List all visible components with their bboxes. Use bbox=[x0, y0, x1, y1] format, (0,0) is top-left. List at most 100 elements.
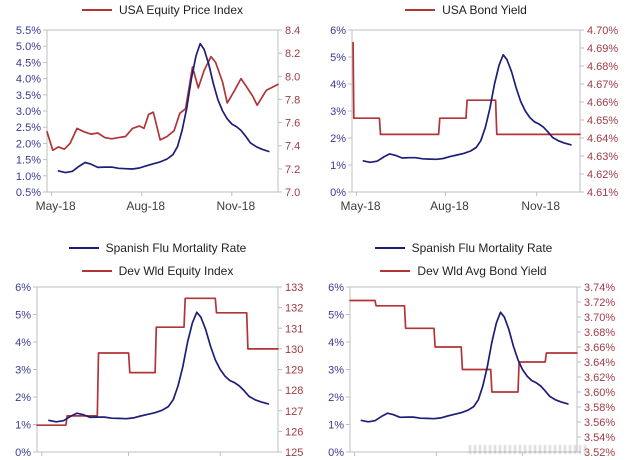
mortality-legend-swatch bbox=[374, 247, 405, 249]
right-axis-tick-label: 4.66% bbox=[587, 97, 618, 109]
indicator-legend-swatch bbox=[380, 270, 411, 272]
left-axis-tick-label: 2% bbox=[328, 392, 344, 404]
left-axis-tick-label: 4% bbox=[15, 337, 31, 349]
legend-item-mortality: Spanish Flu Mortality Rate bbox=[335, 240, 592, 256]
spanish-flu-mortality-line bbox=[360, 311, 569, 423]
right-axis-tick-label: 128 bbox=[285, 385, 303, 397]
spanish-flu-mortality-line bbox=[57, 42, 270, 174]
dev-wld-bond-yield-indicator-line bbox=[349, 299, 578, 393]
right-axis-tick-label: 4.67% bbox=[587, 79, 618, 91]
right-axis-tick-label: 8.2 bbox=[285, 48, 300, 60]
right-axis-tick-label: 3.72% bbox=[584, 297, 615, 309]
right-axis-tick-label: 126 bbox=[285, 426, 303, 438]
left-axis-tick-label: 1.0% bbox=[16, 171, 41, 183]
right-axis-tick-label: 130 bbox=[285, 344, 303, 356]
left-axis-tick-label: 2% bbox=[330, 133, 346, 145]
right-axis-tick-label: 7.2 bbox=[285, 164, 300, 176]
x-axis-tick-label: May-18 bbox=[341, 199, 381, 213]
legend-label: Spanish Flu Mortality Rate bbox=[411, 241, 553, 255]
chart-usa-equity: USA Equity Price Index 5.5% 5.0% 4.5% 4.0% 3.… bbox=[0, 0, 314, 230]
left-axis-tick-label: 6% bbox=[15, 282, 31, 294]
right-axis-tick-label: 3.54% bbox=[584, 432, 615, 444]
left-axis-tick-label: 3% bbox=[15, 365, 31, 377]
right-axis-tick-label: 4.68% bbox=[587, 61, 618, 73]
right-axis-tick-label: 132 bbox=[285, 303, 303, 315]
left-axis-tick-label: 5.5% bbox=[16, 25, 41, 37]
watermark bbox=[469, 445, 587, 454]
indicator-legend-swatch bbox=[405, 9, 436, 11]
usa-equity-plot: 5.5% 5.0% 4.5% 4.0% 3.5% 3.0% 2.5% 2.0% 1.5% 1.0%… bbox=[16, 25, 300, 213]
right-axis-tick-label: 7.4 bbox=[285, 141, 300, 153]
legend-item-dev-wld-equity: Dev Wld Equity Index bbox=[22, 263, 293, 279]
right-axis-tick-label: 3.56% bbox=[584, 417, 615, 429]
x-axis-tick-label: Nov-18 bbox=[216, 199, 255, 213]
right-axis-tick-label: 4.70% bbox=[587, 25, 618, 37]
x-axis-tick-label: Nov-18 bbox=[521, 199, 560, 213]
left-axis-tick-label: 0% bbox=[330, 187, 346, 199]
plot-border bbox=[36, 286, 279, 453]
legend-item-usa-equity: USA Equity Price Index bbox=[32, 2, 293, 18]
right-axis-tick-label: 129 bbox=[285, 365, 303, 377]
plot-border bbox=[46, 29, 279, 193]
right-axis-tick-label: 4.65% bbox=[587, 115, 618, 127]
right-axis-tick-label: 3.58% bbox=[584, 402, 615, 414]
right-axis-tick-label: 125 bbox=[285, 447, 303, 459]
right-axis-tick-label: 4.62% bbox=[587, 169, 618, 181]
legend-label: USA Equity Price Index bbox=[118, 3, 244, 17]
left-axis-tick-label: 5% bbox=[15, 310, 31, 322]
spanish-flu-mortality-line bbox=[362, 53, 572, 164]
chart-dev-wld-equity: Spanish Flu Mortality Rate Dev Wld Equity… bbox=[0, 230, 314, 460]
chart-usa-bond-yield: USA Bond Yield 6% 5% 4% 3% 2% 1% 0% 4.70% 4.69% 4.… bbox=[314, 0, 628, 230]
chart-dev-wld-bond-yield: Spanish Flu Mortality Rate Dev Wld Avg Bo… bbox=[314, 230, 628, 460]
right-axis-tick-label: 133 bbox=[285, 282, 303, 294]
spanish-flu-mortality-line bbox=[48, 311, 270, 423]
usa-equity-indicator-line bbox=[46, 55, 279, 152]
right-axis-tick-label: 8.4 bbox=[285, 25, 300, 37]
right-axis-tick-label: 127 bbox=[285, 406, 303, 418]
x-axis-tick-label: Aug-18 bbox=[430, 199, 469, 213]
legend-item-mortality: Spanish Flu Mortality Rate bbox=[22, 240, 293, 256]
left-axis-tick-label: 1% bbox=[330, 160, 346, 172]
right-axis-tick-label: 3.74% bbox=[584, 282, 615, 294]
left-axis-tick-label: 2% bbox=[15, 392, 31, 404]
usa-bond-yield-indicator-line bbox=[352, 41, 581, 136]
left-axis-tick-label: 1% bbox=[328, 420, 344, 432]
usa-bond-yield-plot: 6% 5% 4% 3% 2% 1% 0% 4.70% 4.69% 4.68% 4.67% 4.66% 4… bbox=[330, 25, 618, 213]
left-axis-tick-label: 3.5% bbox=[16, 90, 41, 102]
left-axis-tick-label: 5% bbox=[328, 310, 344, 322]
left-axis-tick-label: 4.0% bbox=[16, 74, 41, 86]
left-axis-tick-label: 2.5% bbox=[16, 122, 41, 134]
left-axis-tick-label: 0% bbox=[328, 447, 344, 459]
mortality-legend-swatch bbox=[68, 247, 99, 249]
left-axis-tick-label: 4.5% bbox=[16, 57, 41, 69]
left-axis-tick-label: 3% bbox=[330, 106, 346, 118]
left-axis-tick-label: 6% bbox=[328, 282, 344, 294]
right-axis-tick-label: 3.60% bbox=[584, 387, 615, 399]
right-axis-tick-label: 3.64% bbox=[584, 357, 615, 369]
legend-label: Dev Wld Avg Bond Yield bbox=[417, 264, 547, 278]
dev-wld-bond-yield-plot: 6% 5% 4% 3% 2% 1% 0% 3.74% 3.72% 3.70% 3.68% 3.66% 3… bbox=[328, 282, 615, 459]
right-axis-tick-label: 7.6 bbox=[285, 118, 300, 130]
legend-item-usa-bond-yield: USA Bond Yield bbox=[337, 2, 595, 18]
left-axis-tick-label: 5.0% bbox=[16, 41, 41, 53]
left-axis-tick-label: 3% bbox=[328, 365, 344, 377]
legend-label: Dev Wld Equity Index bbox=[118, 264, 234, 278]
indicator-legend-swatch bbox=[81, 270, 112, 272]
indicator-legend-swatch bbox=[81, 9, 112, 11]
left-axis-tick-label: 3.0% bbox=[16, 106, 41, 118]
left-axis-tick-label: 5% bbox=[330, 52, 346, 64]
dev-wld-equity-plot: 6% 5% 4% 3% 2% 1% 0% 133 132 131 130 129 128 127 126 12… bbox=[15, 282, 303, 459]
right-axis-tick-label: 8.0 bbox=[285, 71, 300, 83]
right-axis-tick-label: 3.52% bbox=[584, 447, 615, 459]
right-axis-tick-label: 7.8 bbox=[285, 94, 300, 106]
left-axis-tick-label: 2.0% bbox=[16, 138, 41, 150]
right-axis-tick-label: 131 bbox=[285, 323, 303, 335]
right-axis-tick-label: 4.61% bbox=[587, 187, 618, 199]
left-axis-tick-label: 0% bbox=[15, 447, 31, 459]
x-axis-tick-label: May-18 bbox=[36, 199, 76, 213]
right-axis-tick-label: 4.63% bbox=[587, 151, 618, 163]
left-axis-tick-label: 1% bbox=[15, 420, 31, 432]
left-axis-tick-label: 0.5% bbox=[16, 187, 41, 199]
left-axis-tick-label: 4% bbox=[328, 337, 344, 349]
